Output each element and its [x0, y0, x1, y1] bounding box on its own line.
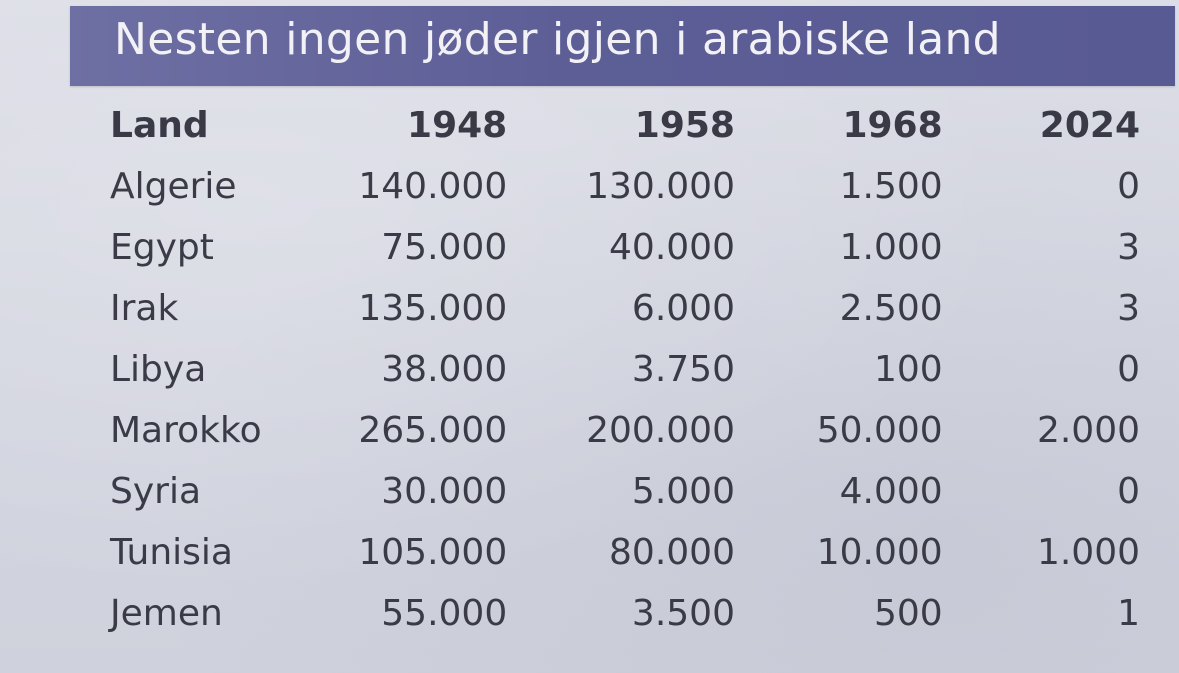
value-cell-1958: 3.500	[631, 593, 735, 634]
header-land: Land	[110, 105, 209, 146]
header-1968: 1968	[842, 105, 943, 146]
value-cell-1968: 1.000	[839, 227, 943, 268]
value-cell-1968: 1.500	[839, 166, 943, 207]
value-cell-1948: 75.000	[381, 227, 508, 268]
value-cell-1948: 265.000	[358, 410, 508, 451]
header-1958: 1958	[634, 105, 735, 146]
value-cell-1958: 5.000	[631, 471, 735, 512]
value-cell-1948: 38.000	[381, 349, 508, 390]
value-cell-1958: 3.750	[631, 349, 735, 390]
value-cell-1958: 80.000	[609, 532, 735, 573]
country-cell: Syria	[110, 471, 202, 512]
table-header-row: Land 1948 1958 1968 2024	[100, 95, 1140, 156]
value-cell-2024: 3	[1117, 288, 1140, 329]
value-cell-1948: 105.000	[358, 532, 508, 573]
country-cell: Tunisia	[110, 532, 233, 573]
table-row: Syria 30.000 5.000 4.000 0	[100, 461, 1140, 522]
value-cell-1968: 2.500	[839, 288, 943, 329]
table-row: Tunisia 105.000 80.000 10.000 1.000	[100, 522, 1140, 583]
table-row: Algerie 140.000 130.000 1.500 0	[100, 156, 1140, 217]
value-cell-1948: 140.000	[358, 166, 508, 207]
value-cell-1958: 40.000	[609, 227, 735, 268]
value-cell-1968: 500	[873, 593, 943, 634]
value-cell-1958: 200.000	[586, 410, 735, 451]
value-cell-1968: 10.000	[816, 532, 943, 573]
value-cell-2024: 1	[1117, 593, 1140, 634]
value-cell-1968: 100	[873, 349, 943, 390]
value-cell-1968: 50.000	[816, 410, 943, 451]
value-cell-2024: 0	[1117, 471, 1140, 512]
value-cell-2024: 0	[1117, 349, 1140, 390]
table-row: Libya 38.000 3.750 100 0	[100, 339, 1140, 400]
value-cell-1968: 4.000	[839, 471, 943, 512]
country-cell: Marokko	[110, 410, 262, 451]
value-cell-1958: 6.000	[631, 288, 735, 329]
country-cell: Algerie	[110, 166, 237, 207]
value-cell-1948: 55.000	[381, 593, 508, 634]
value-cell-2024: 2.000	[1036, 410, 1140, 451]
table-row: Jemen 55.000 3.500 500 1	[100, 583, 1140, 644]
country-cell: Egypt	[110, 227, 214, 268]
country-cell: Libya	[110, 349, 207, 390]
value-cell-1948: 135.000	[358, 288, 508, 329]
table-row: Marokko 265.000 200.000 50.000 2.000	[100, 400, 1140, 461]
header-2024: 2024	[1039, 105, 1140, 146]
title-bar	[70, 6, 1175, 86]
value-cell-2024: 1.000	[1036, 532, 1140, 573]
value-cell-2024: 0	[1117, 166, 1140, 207]
page-title: Nesten ingen jøder igjen i arabiske land	[114, 14, 1001, 65]
value-cell-2024: 3	[1117, 227, 1140, 268]
country-cell: Irak	[110, 288, 179, 329]
header-1948: 1948	[407, 105, 508, 146]
value-cell-1948: 30.000	[381, 471, 508, 512]
value-cell-1958: 130.000	[586, 166, 735, 207]
country-cell: Jemen	[110, 593, 223, 634]
table-row: Irak 135.000 6.000 2.500 3	[100, 278, 1140, 339]
table-row: Egypt 75.000 40.000 1.000 3	[100, 217, 1140, 278]
jewish-population-table: Land 1948 1958 1968 2024 Algerie 140.000…	[100, 95, 1140, 644]
